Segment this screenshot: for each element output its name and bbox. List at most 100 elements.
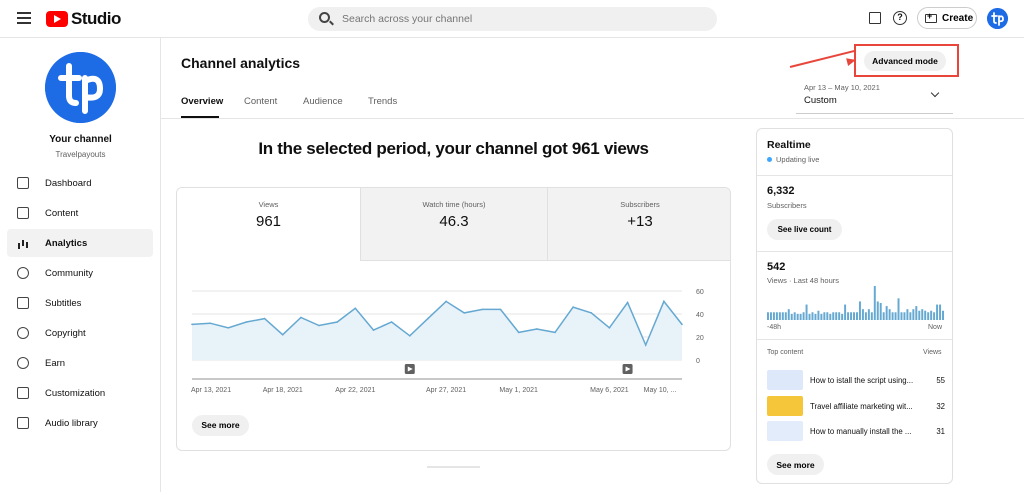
realtime-bar[interactable] xyxy=(790,313,793,320)
realtime-bar[interactable] xyxy=(829,313,832,320)
data-point[interactable] xyxy=(517,331,520,334)
realtime-bar[interactable] xyxy=(924,310,927,320)
search-icon[interactable] xyxy=(319,12,330,23)
realtime-bar[interactable] xyxy=(767,312,769,320)
realtime-bar[interactable] xyxy=(796,313,799,320)
metric-views[interactable]: Views 961 xyxy=(177,188,360,261)
realtime-bar[interactable] xyxy=(861,309,864,320)
data-point[interactable] xyxy=(245,321,248,323)
chevron-down-icon[interactable] xyxy=(930,88,940,98)
top-content-row[interactable]: How to manually install the ... 31 xyxy=(767,421,945,441)
help-icon[interactable]: ? xyxy=(893,11,907,25)
realtime-bar[interactable] xyxy=(778,312,781,320)
data-point[interactable] xyxy=(608,327,611,329)
realtime-bar[interactable] xyxy=(844,304,847,320)
realtime-bar[interactable] xyxy=(841,313,844,320)
sidebar-item-community[interactable]: Community xyxy=(7,259,153,287)
realtime-bar[interactable] xyxy=(927,312,930,320)
realtime-bar[interactable] xyxy=(882,312,885,320)
realtime-bar[interactable] xyxy=(933,312,936,320)
sidebar-item-analytics[interactable]: Analytics xyxy=(7,229,153,257)
realtime-bar[interactable] xyxy=(900,312,903,320)
realtime-bar[interactable] xyxy=(769,312,772,320)
realtime-bar[interactable] xyxy=(936,304,939,320)
realtime-bar[interactable] xyxy=(808,313,811,320)
realtime-bar[interactable] xyxy=(787,309,790,320)
top-content-row[interactable]: Travel affiliate marketing wit... 32 xyxy=(767,396,945,416)
search-bar[interactable] xyxy=(308,7,717,31)
data-point[interactable] xyxy=(663,300,665,303)
data-point[interactable] xyxy=(336,321,338,323)
data-point[interactable] xyxy=(390,321,393,323)
data-point[interactable] xyxy=(681,323,683,326)
realtime-bar-chart[interactable] xyxy=(767,284,944,320)
realtime-bar[interactable] xyxy=(867,309,870,320)
realtime-bar[interactable] xyxy=(775,312,778,320)
realtime-bar[interactable] xyxy=(909,312,912,320)
data-point[interactable] xyxy=(554,331,556,334)
realtime-bar[interactable] xyxy=(897,298,900,320)
tab-trends[interactable]: Trends xyxy=(368,96,398,107)
realtime-bar[interactable] xyxy=(781,312,784,320)
data-point[interactable] xyxy=(227,327,230,329)
sidebar-item-subtitles[interactable]: Subtitles xyxy=(7,289,153,317)
data-point[interactable] xyxy=(408,335,411,337)
realtime-bar[interactable] xyxy=(772,312,775,320)
realtime-bar[interactable] xyxy=(856,312,858,320)
search-input[interactable] xyxy=(342,10,702,28)
realtime-bar[interactable] xyxy=(921,309,924,320)
realtime-bar[interactable] xyxy=(811,312,814,320)
data-point[interactable] xyxy=(644,344,647,346)
realtime-bar[interactable] xyxy=(847,312,850,320)
sidebar-item-audio-library[interactable]: Audio library xyxy=(7,409,153,437)
tab-audience[interactable]: Audience xyxy=(303,96,343,107)
sidebar-item-dashboard[interactable]: Dashboard xyxy=(7,169,153,197)
channel-avatar[interactable] xyxy=(45,52,116,123)
realtime-bar[interactable] xyxy=(799,313,802,320)
realtime-bar[interactable] xyxy=(853,312,855,320)
realtime-bar[interactable] xyxy=(939,304,942,320)
views-line-chart[interactable]: 0 20 40 60 Apr 13, 2021 Apr 18, 2021 Apr 22, 2… xyxy=(177,261,730,401)
views-series-line[interactable] xyxy=(191,299,683,347)
data-point[interactable] xyxy=(281,333,284,336)
data-point[interactable] xyxy=(209,322,211,324)
feedback-icon[interactable] xyxy=(869,12,881,24)
realtime-bar[interactable] xyxy=(915,306,918,320)
realtime-bar[interactable] xyxy=(793,312,796,320)
top-content-row[interactable]: How to istall the script using... 55 xyxy=(767,370,945,390)
realtime-bar[interactable] xyxy=(930,310,933,320)
realtime-bar[interactable] xyxy=(835,312,838,320)
data-point[interactable] xyxy=(445,300,447,303)
tab-overview[interactable]: Overview xyxy=(181,96,224,107)
realtime-bar[interactable] xyxy=(838,312,841,320)
realtime-bar[interactable] xyxy=(888,309,891,320)
data-point[interactable] xyxy=(481,308,484,311)
realtime-bar[interactable] xyxy=(870,312,873,320)
realtime-bar[interactable] xyxy=(894,312,897,320)
see-more-button[interactable]: See more xyxy=(192,415,249,436)
see-live-count-button[interactable]: See live count xyxy=(767,219,842,240)
realtime-bar[interactable] xyxy=(891,312,894,320)
realtime-bar[interactable] xyxy=(802,312,805,320)
metric-subscribers[interactable]: Subscribers +13 xyxy=(547,188,730,261)
realtime-bar[interactable] xyxy=(784,312,787,320)
realtime-bar[interactable] xyxy=(876,301,879,320)
realtime-bar[interactable] xyxy=(885,306,888,320)
tab-content[interactable]: Content xyxy=(244,96,278,107)
realtime-bar[interactable] xyxy=(918,310,921,320)
menu-icon[interactable] xyxy=(17,12,31,24)
studio-logo[interactable]: Studio xyxy=(46,9,121,29)
realtime-bar[interactable] xyxy=(805,304,808,320)
data-point[interactable] xyxy=(572,306,574,308)
sidebar-item-customization[interactable]: Customization xyxy=(7,379,153,407)
realtime-bar[interactable] xyxy=(820,313,823,320)
realtime-bar[interactable] xyxy=(850,312,853,320)
data-point[interactable] xyxy=(318,324,320,327)
realtime-bar[interactable] xyxy=(823,312,826,320)
realtime-bar[interactable] xyxy=(817,310,820,320)
data-point[interactable] xyxy=(191,323,193,326)
create-button[interactable]: Create xyxy=(917,7,977,29)
realtime-bar[interactable] xyxy=(903,312,906,320)
data-point[interactable] xyxy=(536,328,538,330)
realtime-bar[interactable] xyxy=(873,286,876,320)
